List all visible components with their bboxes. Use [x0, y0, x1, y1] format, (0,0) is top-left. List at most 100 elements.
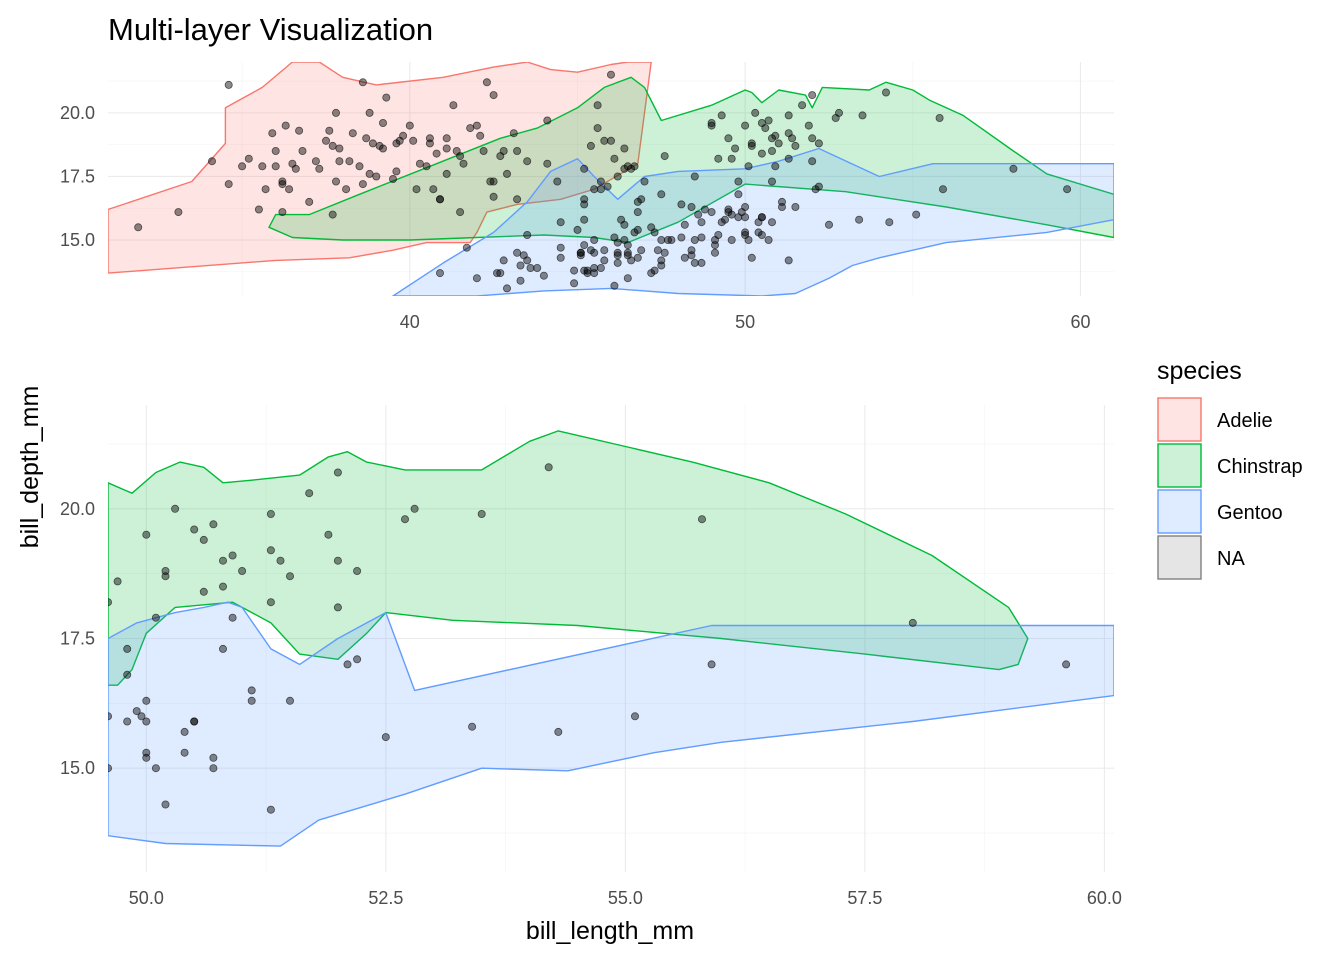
- data-point: [747, 253, 756, 262]
- data-point: [343, 660, 352, 669]
- data-point: [472, 121, 481, 130]
- data-point: [596, 177, 605, 186]
- data-point: [432, 149, 441, 158]
- point-layer: [134, 70, 1072, 293]
- data-point: [442, 134, 451, 143]
- data-point: [784, 256, 793, 265]
- data-point: [523, 157, 532, 166]
- data-point: [687, 251, 696, 260]
- x-tick-label: 60.0: [1087, 888, 1122, 908]
- data-point: [694, 210, 703, 219]
- data-point: [108, 598, 112, 607]
- data-point: [613, 238, 622, 247]
- data-point: [633, 208, 642, 217]
- data-point: [218, 582, 227, 591]
- data-point: [392, 167, 401, 176]
- data-point: [405, 121, 414, 130]
- data-point: [814, 182, 823, 191]
- data-point: [593, 101, 602, 110]
- data-point: [378, 119, 387, 128]
- data-point: [429, 185, 438, 194]
- data-point: [278, 177, 287, 186]
- data-point: [580, 266, 589, 275]
- data-point: [137, 712, 146, 721]
- data-point: [633, 253, 642, 262]
- data-point: [778, 197, 787, 206]
- data-point: [268, 129, 277, 138]
- data-point: [281, 121, 290, 130]
- data-point: [113, 577, 122, 586]
- data-point: [724, 205, 733, 214]
- data-point: [266, 546, 275, 555]
- data-point: [218, 556, 227, 565]
- data-point: [543, 116, 552, 125]
- data-point: [855, 215, 864, 224]
- data-point: [271, 146, 280, 155]
- data-point: [190, 525, 199, 534]
- hull-layer: [108, 430, 1114, 847]
- data-point: [516, 261, 525, 270]
- data-point: [724, 208, 733, 217]
- data-point: [724, 134, 733, 143]
- data-point: [1009, 164, 1018, 173]
- legend-key: [1157, 443, 1202, 488]
- data-point: [687, 202, 696, 211]
- data-point: [570, 279, 579, 288]
- data-point: [707, 660, 716, 669]
- data-point: [620, 144, 629, 153]
- data-point: [613, 172, 622, 181]
- data-point: [731, 144, 740, 153]
- x-tick-label: 52.5: [368, 888, 403, 908]
- data-point: [410, 504, 419, 513]
- data-point: [516, 276, 525, 285]
- legend-item-chinstrap: Chinstrap: [1157, 443, 1303, 488]
- data-point: [355, 162, 364, 171]
- data-point: [509, 129, 518, 138]
- data-point: [544, 463, 553, 472]
- data-point: [556, 243, 565, 252]
- data-point: [791, 202, 800, 211]
- data-point: [690, 258, 699, 267]
- data-point: [771, 162, 780, 171]
- data-point: [372, 172, 381, 181]
- data-point: [761, 124, 770, 133]
- data-point: [331, 108, 340, 117]
- data-point: [513, 248, 522, 257]
- point-layer: [108, 463, 1071, 814]
- data-point: [1063, 185, 1072, 194]
- top-panel: 40 50 60 15.0 17.5 20.0: [60, 62, 1114, 332]
- data-point: [737, 208, 746, 217]
- data-point: [640, 177, 649, 186]
- data-point: [449, 101, 458, 110]
- data-point: [285, 696, 294, 705]
- data-point: [266, 805, 275, 814]
- data-point: [580, 200, 589, 209]
- data-point: [142, 696, 151, 705]
- data-point: [180, 748, 189, 757]
- data-point: [199, 535, 208, 544]
- data-point: [435, 195, 444, 204]
- data-point: [553, 177, 562, 186]
- data-point: [278, 180, 287, 189]
- data-point: [456, 152, 465, 161]
- data-point: [472, 274, 481, 283]
- data-point: [382, 93, 391, 102]
- data-point: [180, 727, 189, 736]
- data-point: [353, 567, 362, 576]
- data-point: [435, 269, 444, 278]
- chart-title: Multi-layer Visualization: [108, 12, 433, 47]
- legend-item-gentoo: Gentoo: [1157, 489, 1283, 534]
- data-point: [764, 235, 773, 244]
- data-point: [677, 200, 686, 209]
- data-point: [358, 180, 367, 189]
- data-point: [613, 251, 622, 260]
- data-point: [348, 129, 357, 138]
- data-point: [711, 248, 720, 257]
- data-point: [600, 136, 609, 145]
- data-point: [285, 185, 294, 194]
- data-point: [768, 146, 777, 155]
- data-point: [108, 764, 112, 773]
- data-point: [333, 556, 342, 565]
- data-point: [456, 208, 465, 217]
